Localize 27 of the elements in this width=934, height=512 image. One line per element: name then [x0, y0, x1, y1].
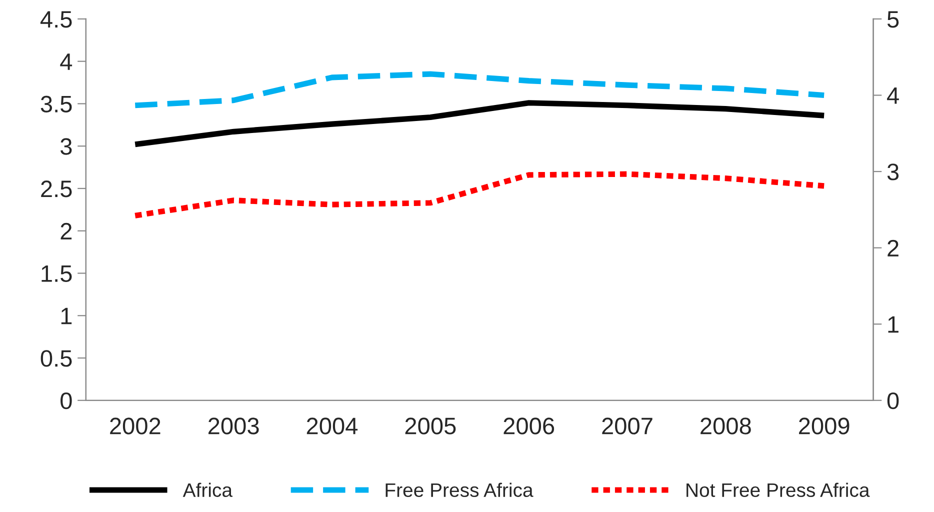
y-tick-label: 1 — [61, 308, 72, 324]
x-tick-label: 2003 — [208, 418, 259, 434]
legend-label: Free Press Africa — [386, 482, 534, 498]
y2-tick-label: 2 — [888, 240, 898, 256]
y-tick-label: 3.5 — [40, 96, 72, 112]
x-tick-label: 2008 — [700, 418, 751, 434]
legend-label: Africa — [182, 482, 233, 498]
y2-tick-label: 5 — [887, 11, 899, 28]
y-tick-label: 2 — [60, 222, 72, 240]
y-tick-label: 1.5 — [42, 266, 72, 282]
y-tick-label: 4 — [60, 54, 72, 70]
x-tick-label: 2005 — [405, 418, 456, 434]
x-tick-label: 2004 — [306, 418, 358, 434]
y2-tick-label: 1 — [888, 316, 898, 333]
y2-tick-label: 0 — [887, 392, 899, 410]
y2-tick-label: 3 — [887, 164, 899, 180]
y-tick-label: 3 — [60, 138, 72, 155]
y-tick-label: 0.5 — [40, 350, 72, 367]
y-tick-label: 0 — [60, 392, 72, 410]
x-tick-label: 2006 — [504, 418, 554, 434]
y-tick-label: 4.5 — [40, 11, 72, 28]
x-tick-label: 2009 — [799, 418, 850, 434]
x-tick-label: 2007 — [602, 418, 652, 434]
y-tick-label: 2.5 — [41, 180, 72, 198]
y2-tick-label: 4 — [887, 88, 899, 104]
x-tick-label: 2002 — [110, 418, 160, 434]
legend-label: Not Free Press Africa — [686, 482, 870, 498]
